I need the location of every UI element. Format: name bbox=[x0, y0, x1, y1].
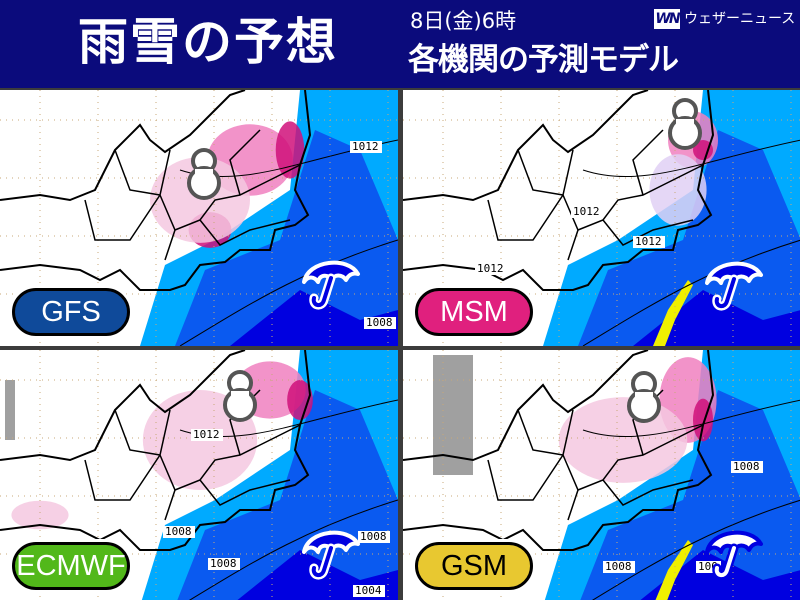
coastline bbox=[403, 350, 715, 551]
isobar bbox=[582, 239, 800, 346]
logo-mark: WN bbox=[654, 9, 681, 29]
header: 雨雪の予想 8日(金)6時 各機関の予測モデル WN ウェザーニュース bbox=[0, 0, 800, 88]
isobar-label: 1008 bbox=[605, 560, 632, 573]
model-label-gfs: GFS bbox=[12, 288, 130, 336]
snow-area bbox=[11, 500, 69, 530]
snowman-icon bbox=[185, 145, 223, 201]
forecast-time: 8日(金)6時 bbox=[410, 9, 517, 33]
isobar-label-bg bbox=[358, 531, 390, 543]
isobar-label-bg bbox=[571, 206, 603, 218]
isobar-label-bg bbox=[364, 317, 396, 329]
isobar bbox=[179, 239, 398, 346]
isobar-label-bg bbox=[353, 585, 385, 597]
prefecture-border bbox=[487, 389, 704, 521]
rain-area-heavy bbox=[230, 290, 398, 346]
snow-area bbox=[287, 380, 313, 420]
isobar bbox=[582, 139, 800, 178]
cloud-area bbox=[5, 380, 15, 440]
isobar-label: 1012 bbox=[573, 205, 600, 218]
umbrella-icon bbox=[298, 252, 362, 316]
isobar-label: 1008 bbox=[360, 530, 387, 543]
prefecture-border bbox=[84, 129, 301, 261]
umbrella-icon bbox=[701, 522, 765, 586]
isobar-label: 1012 bbox=[352, 140, 379, 153]
isobar-label-bg bbox=[191, 429, 223, 441]
model-label-gsm: GSM bbox=[415, 542, 533, 590]
isobar-label: 1008 bbox=[210, 557, 237, 570]
logo-text: ウェザーニュース bbox=[684, 11, 796, 27]
snow-area bbox=[150, 157, 250, 243]
rain-area bbox=[578, 130, 800, 346]
weathernews-logo: WN ウェザーニュース bbox=[654, 9, 795, 29]
prefecture-border bbox=[84, 389, 301, 521]
isobar-label: 1012 bbox=[477, 262, 504, 275]
isobar-label-bg bbox=[731, 461, 763, 473]
isobar-label-bg bbox=[633, 236, 665, 248]
map-panel-gsm: 1008 1008 100 GSM bbox=[403, 350, 800, 600]
model-label-msm: MSM bbox=[415, 288, 533, 336]
snow-area bbox=[693, 140, 713, 160]
isobar bbox=[188, 499, 398, 600]
coastline bbox=[0, 90, 312, 291]
isobar-label: 1012 bbox=[193, 428, 220, 441]
isobar-label-bg bbox=[350, 141, 382, 153]
umbrella-icon bbox=[298, 522, 362, 586]
isobar-label: 1008 bbox=[366, 316, 393, 329]
isobar bbox=[582, 399, 800, 438]
isobar-label: 1008 bbox=[165, 525, 192, 538]
snowman-icon bbox=[625, 368, 663, 424]
isobar-label: 1008 bbox=[733, 460, 760, 473]
rain-area bbox=[175, 130, 398, 346]
subtitle: 各機関の予測モデル bbox=[408, 42, 679, 78]
coastline bbox=[403, 90, 715, 291]
isobar bbox=[591, 499, 800, 600]
coastline bbox=[0, 350, 312, 551]
isobar-label: 1004 bbox=[355, 584, 382, 597]
isobar-label-bg bbox=[208, 558, 240, 570]
isobar-label: 1012 bbox=[635, 235, 662, 248]
umbrella-icon bbox=[701, 253, 765, 317]
rain-area-heavy bbox=[633, 290, 800, 346]
isobar-label-bg bbox=[163, 526, 195, 538]
snow-area bbox=[649, 154, 707, 226]
snowman-icon bbox=[666, 95, 704, 151]
snow-area bbox=[558, 397, 688, 483]
heavy-rain-band bbox=[653, 280, 693, 346]
map-panel-ecmwf: 1012 1008 1008 1008 1004 ECMWF bbox=[0, 350, 398, 600]
map-panel-gfs: 1012 1008 GFS bbox=[0, 90, 398, 346]
page-title: 雨雪の予想 bbox=[78, 13, 338, 71]
isobar-label-bg bbox=[475, 263, 507, 275]
snowman-icon bbox=[221, 367, 259, 423]
map-panel-msm: 1012 1012 1012 MSM bbox=[403, 90, 800, 346]
heavy-rain-band bbox=[655, 540, 693, 600]
model-label-ecmwf: ECMWF bbox=[12, 542, 130, 590]
isobar-label-bg bbox=[603, 561, 635, 573]
